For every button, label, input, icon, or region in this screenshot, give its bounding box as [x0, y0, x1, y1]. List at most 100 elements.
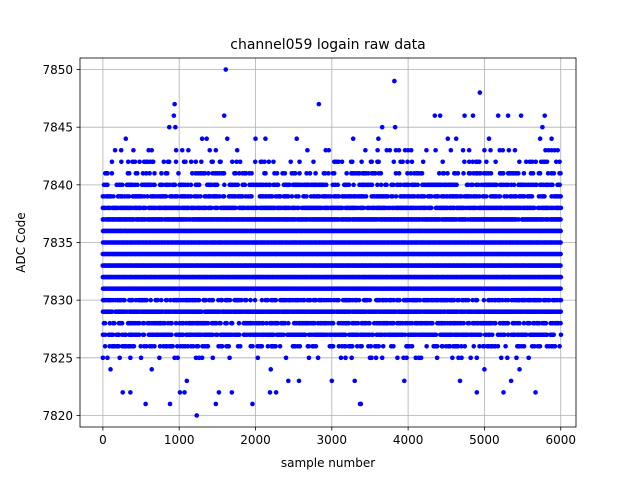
data-point: [125, 159, 131, 165]
data-point: [137, 320, 142, 326]
data-point: [134, 171, 140, 176]
data-point: [350, 343, 355, 349]
data-point: [346, 182, 352, 188]
data-point: [152, 171, 157, 176]
data-point: [275, 182, 281, 188]
data-point: [529, 194, 535, 199]
data-point: [530, 171, 536, 176]
data-point: [109, 171, 115, 176]
data-point: [301, 297, 307, 303]
data-point: [221, 171, 227, 176]
data-point: [150, 159, 156, 165]
data-point: [396, 171, 402, 176]
data-point: [477, 159, 482, 165]
data-point: [359, 343, 365, 349]
data-point: [102, 320, 108, 326]
data-point: [378, 182, 384, 188]
data-point: [376, 343, 382, 349]
data-point: [380, 343, 386, 349]
data-point: [202, 171, 208, 176]
data-point: [217, 194, 222, 199]
data-point: [119, 320, 125, 326]
data-point: [132, 159, 138, 165]
data-point: [218, 320, 223, 326]
data-point: [273, 343, 278, 349]
data-point: [489, 332, 495, 338]
data-point: [143, 205, 148, 211]
data-point: [196, 297, 202, 303]
data-point: [521, 343, 527, 349]
data-point: [259, 343, 265, 349]
data-point: [135, 182, 140, 188]
data-point: [471, 343, 477, 349]
data-point: [111, 194, 116, 199]
data-point: [243, 171, 249, 176]
data-point: [263, 171, 268, 176]
data-point: [517, 159, 522, 165]
data-point: [140, 171, 146, 176]
data-point: [110, 332, 116, 338]
data-point: [330, 320, 336, 326]
data-point: [517, 320, 522, 326]
data-point: [367, 297, 373, 303]
data-point: [137, 159, 142, 165]
series-0: [100, 67, 564, 418]
data-point: [543, 320, 549, 326]
data-point: [233, 205, 239, 211]
data-point: [465, 297, 471, 303]
data-point: [210, 159, 216, 165]
data-point: [148, 297, 154, 303]
data-point: [278, 194, 283, 199]
data-point: [214, 182, 220, 188]
data-point: [296, 194, 301, 199]
data-point: [163, 194, 169, 199]
data-point: [250, 343, 255, 349]
data-point: [229, 320, 235, 326]
data-point: [152, 343, 157, 349]
data-point: [297, 159, 302, 165]
data-point: [236, 320, 242, 326]
data-point: [215, 205, 220, 211]
data-point: [349, 159, 355, 165]
data-point: [331, 171, 337, 176]
data-point: [109, 159, 115, 165]
data-point: [130, 297, 135, 303]
data-point: [144, 343, 149, 349]
data-point: [330, 343, 336, 349]
data-point: [275, 320, 281, 326]
data-point: [326, 171, 331, 176]
data-point: [296, 205, 301, 211]
data-point: [405, 159, 410, 165]
data-point: [265, 343, 271, 349]
data-point: [511, 182, 517, 188]
data-point: [537, 171, 543, 176]
data-point: [454, 182, 459, 188]
data-point: [252, 159, 258, 165]
data-point: [196, 182, 202, 188]
data-point: [174, 343, 180, 349]
data-point: [521, 171, 527, 176]
data-point: [205, 343, 211, 349]
data-point: [288, 159, 294, 165]
data-point: [445, 171, 450, 176]
data-point: [400, 159, 405, 165]
data-point: [173, 320, 179, 326]
data-point: [188, 194, 194, 199]
data-point: [206, 171, 211, 176]
data-point: [281, 332, 286, 338]
data-point: [363, 194, 369, 199]
data-point: [239, 297, 244, 303]
data-point: [169, 320, 174, 326]
data-point: [419, 171, 425, 176]
data-point: [462, 159, 467, 165]
data-point: [169, 332, 174, 338]
data-point: [219, 343, 225, 349]
data-point: [367, 320, 372, 326]
data-point: [500, 171, 506, 176]
data-point: [112, 320, 117, 326]
data-point: [102, 343, 108, 349]
data-point: [174, 194, 180, 199]
data-point: [393, 194, 399, 199]
data-point: [210, 297, 216, 303]
data-point: [282, 320, 288, 326]
